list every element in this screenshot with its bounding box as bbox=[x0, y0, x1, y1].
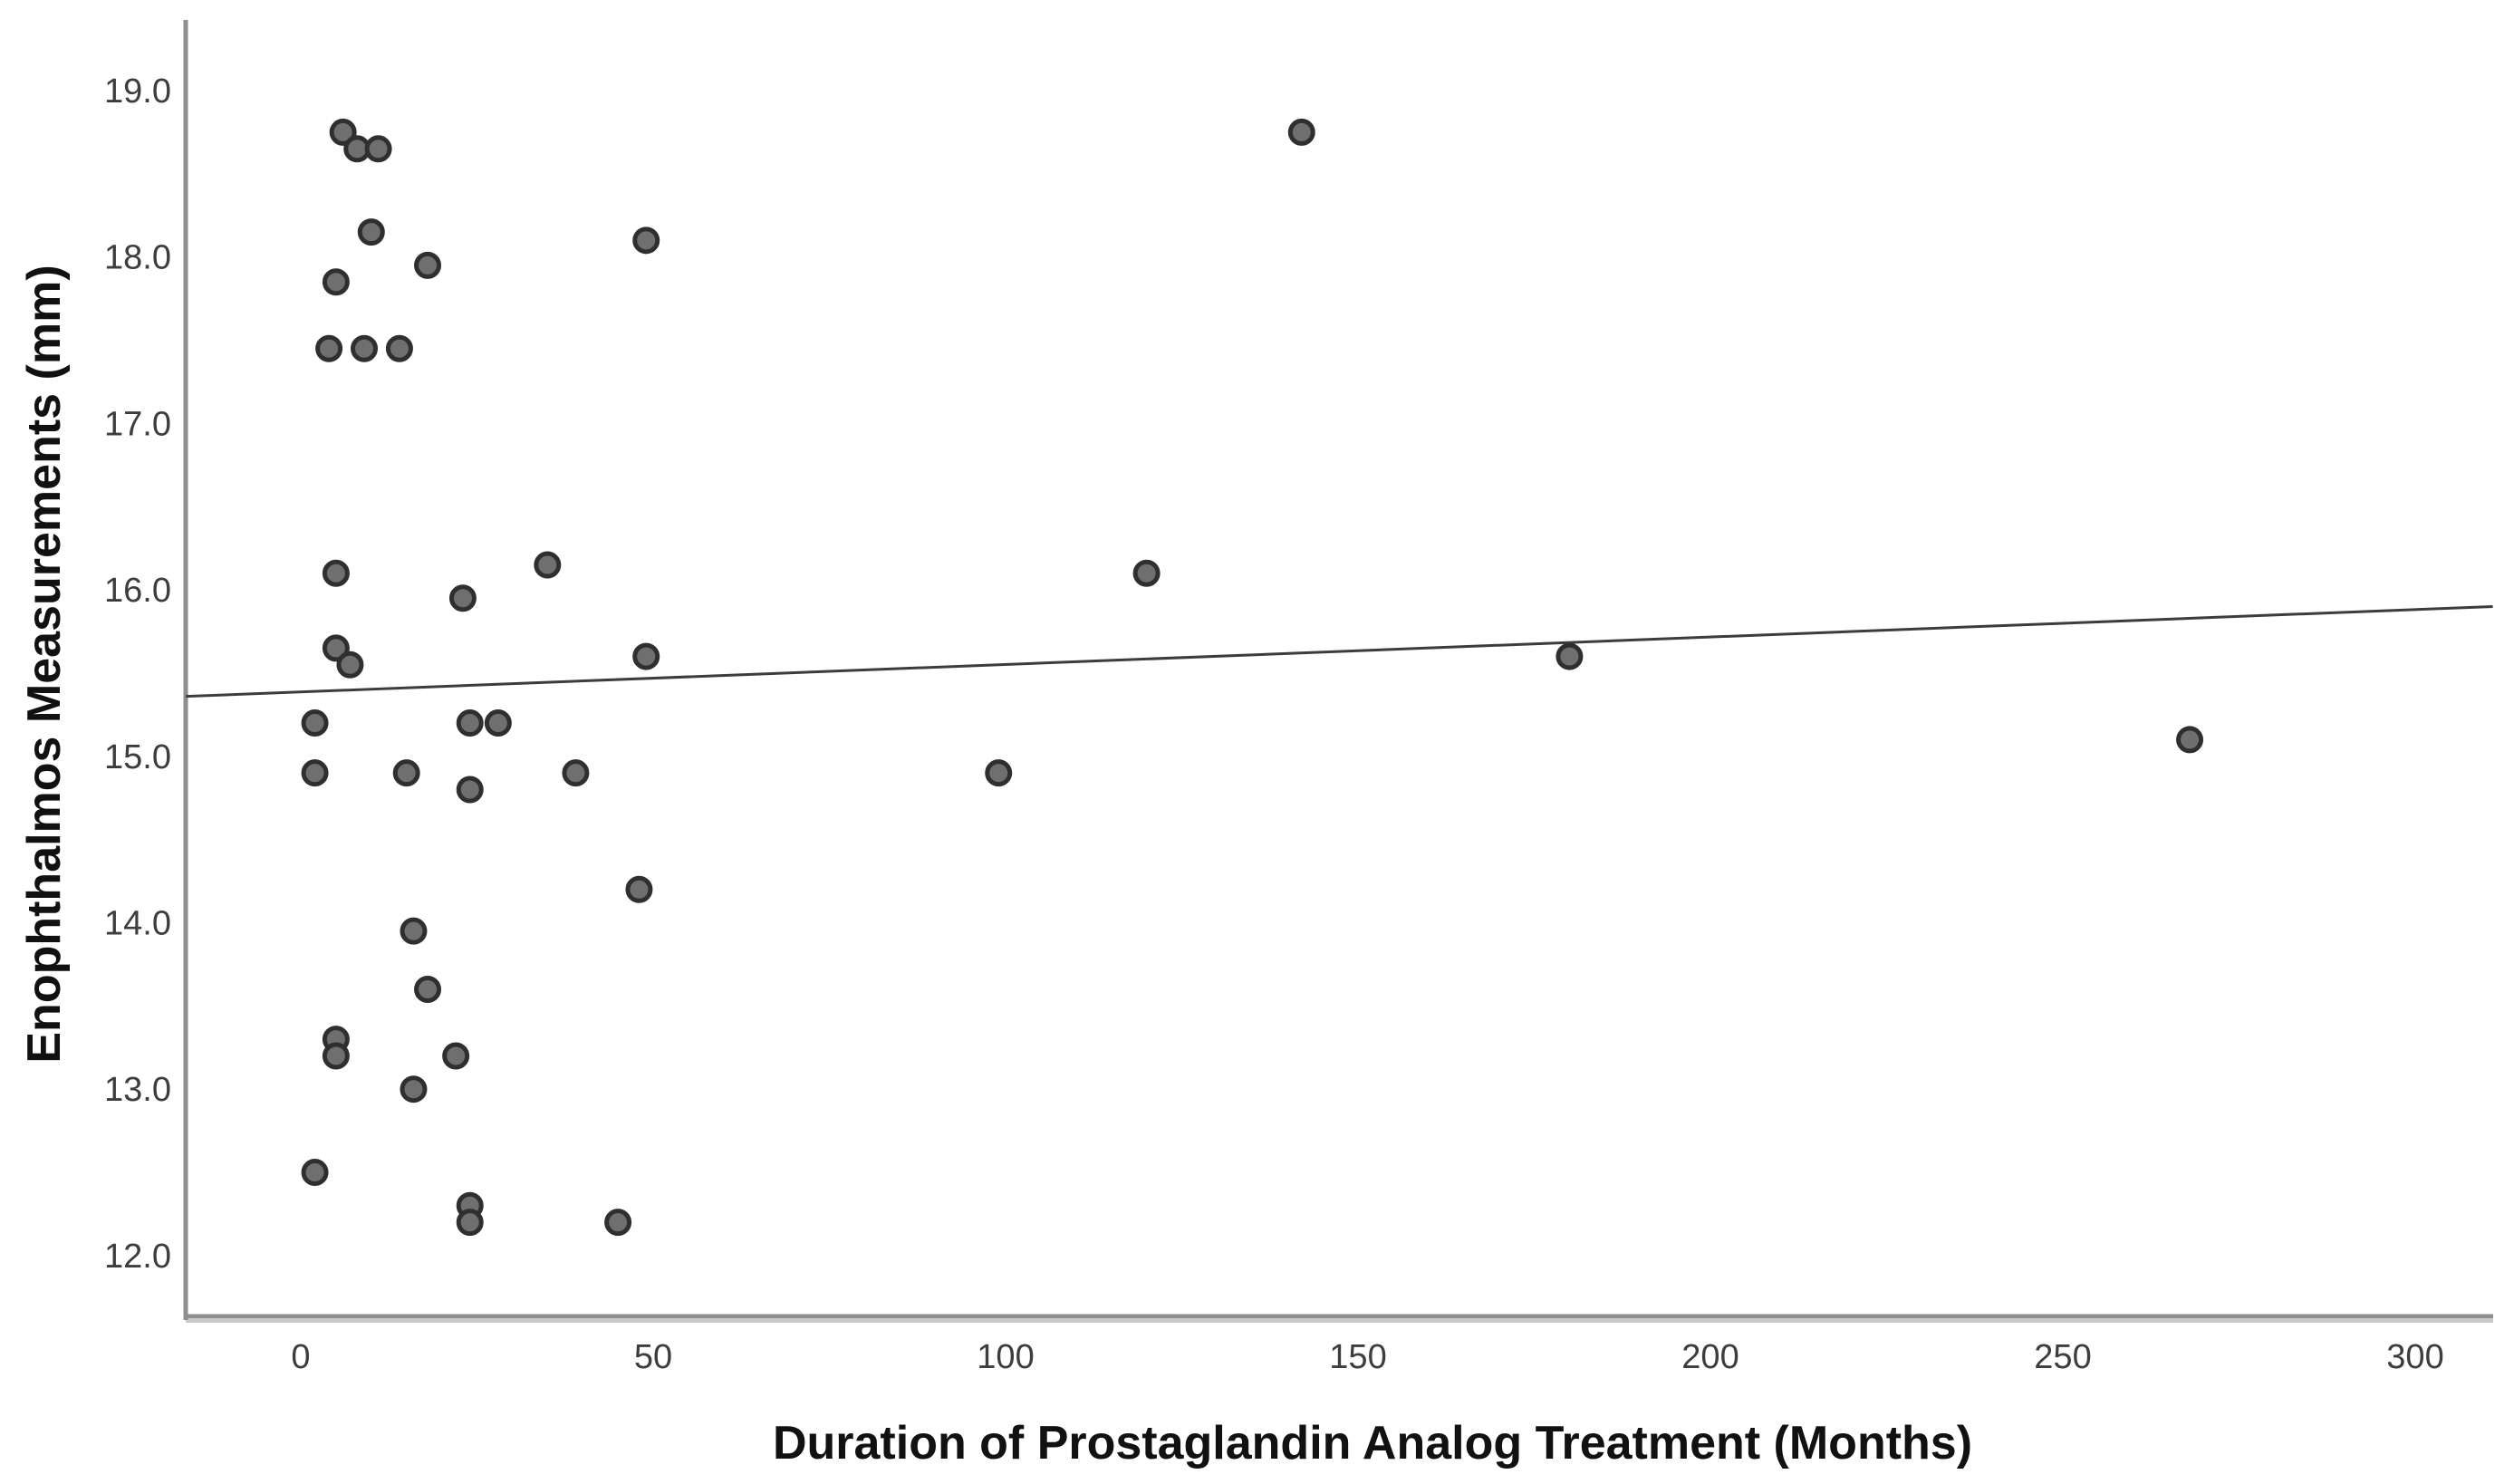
x-tick-label: 50 bbox=[634, 1338, 672, 1376]
y-tick-label: 18.0 bbox=[104, 239, 171, 277]
data-point bbox=[392, 759, 420, 787]
data-point bbox=[301, 759, 329, 787]
data-point bbox=[562, 759, 590, 787]
x-tick-label: 250 bbox=[2034, 1338, 2091, 1376]
regression-line bbox=[186, 604, 2493, 699]
y-tick-label: 14.0 bbox=[104, 905, 171, 943]
data-point bbox=[329, 118, 357, 146]
data-point bbox=[442, 1042, 470, 1070]
y-tick-label: 12.0 bbox=[104, 1238, 171, 1276]
tick-label-layer: 19.0 18.0 17.0 16.0 15.0 14.0 13.0 12.0 0 50 100 15… bbox=[104, 72, 2444, 1376]
y-tick-label: 15.0 bbox=[104, 738, 171, 776]
data-point bbox=[1287, 118, 1315, 146]
data-point bbox=[414, 975, 442, 1003]
x-axis-title: Duration of Prostaglandin Analog Treatme… bbox=[773, 1417, 1972, 1470]
data-point bbox=[351, 334, 379, 362]
data-point bbox=[385, 334, 413, 362]
data-point bbox=[414, 251, 442, 279]
x-tick-label: 200 bbox=[1681, 1338, 1739, 1376]
axis-layer bbox=[183, 20, 2493, 1323]
data-point bbox=[364, 135, 392, 163]
data-point bbox=[357, 218, 385, 246]
y-tick-label: 17.0 bbox=[104, 405, 171, 443]
y-tick-label: 16.0 bbox=[104, 572, 171, 610]
data-point bbox=[484, 709, 512, 737]
x-tick-label: 0 bbox=[291, 1338, 310, 1376]
data-point bbox=[632, 642, 660, 670]
data-point bbox=[448, 584, 477, 612]
x-tick-label: 100 bbox=[977, 1338, 1034, 1376]
data-point bbox=[632, 226, 660, 255]
data-point bbox=[400, 1075, 428, 1103]
data-point bbox=[985, 759, 1013, 787]
y-tick-label: 13.0 bbox=[104, 1071, 171, 1109]
x-tick-label: 150 bbox=[1329, 1338, 1386, 1376]
data-point bbox=[604, 1209, 632, 1237]
data-point bbox=[322, 268, 350, 296]
data-point bbox=[1132, 559, 1161, 587]
data-point bbox=[336, 650, 364, 679]
data-point bbox=[1556, 642, 1584, 670]
data-point bbox=[625, 875, 653, 903]
y-tick-label: 19.0 bbox=[104, 72, 171, 111]
data-point-layer bbox=[301, 118, 2204, 1237]
x-tick-label: 300 bbox=[2386, 1338, 2443, 1376]
data-point bbox=[534, 551, 562, 579]
data-point bbox=[301, 709, 329, 737]
regression-line-layer bbox=[186, 604, 2493, 699]
y-axis-title: Enophthalmos Measurements (mm) bbox=[18, 265, 71, 1063]
data-point bbox=[456, 776, 484, 804]
data-point bbox=[322, 634, 350, 662]
data-point bbox=[400, 917, 428, 945]
data-point bbox=[322, 559, 350, 587]
data-point bbox=[456, 709, 484, 737]
data-point bbox=[322, 1042, 350, 1070]
data-point bbox=[315, 334, 343, 362]
data-point bbox=[2176, 726, 2204, 754]
data-point bbox=[456, 1209, 484, 1237]
data-point bbox=[301, 1159, 329, 1187]
